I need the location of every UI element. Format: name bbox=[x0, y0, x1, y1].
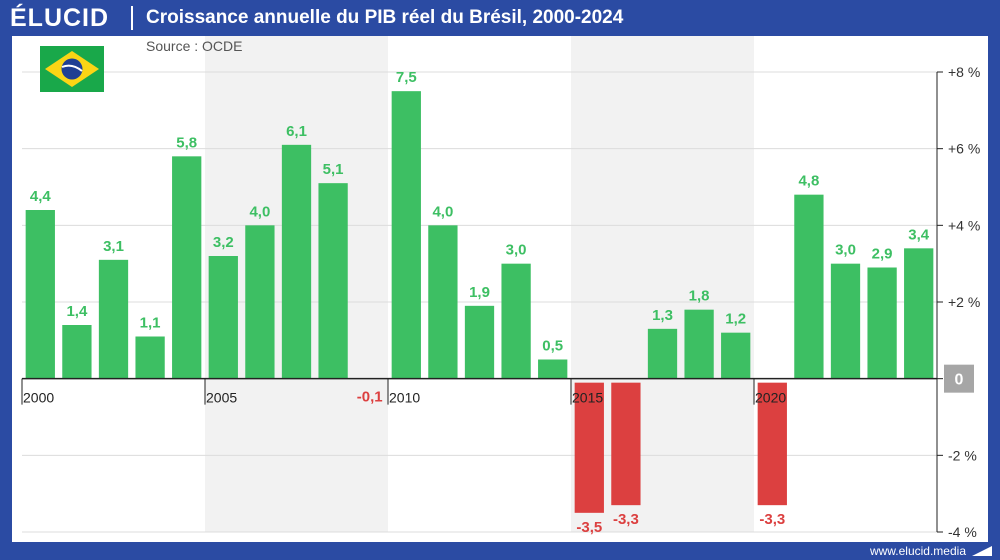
y-tick-label: +6 % bbox=[948, 141, 980, 157]
elucid-mark-icon bbox=[972, 546, 992, 556]
value-label-2013: 3,0 bbox=[506, 242, 527, 259]
elucid-logo: ÉLUCID bbox=[10, 4, 110, 32]
value-label-2008: 5,1 bbox=[323, 161, 344, 178]
bar-2011 bbox=[428, 225, 458, 379]
bar-2006 bbox=[245, 225, 275, 379]
source-note: Source : OCDE bbox=[146, 38, 243, 54]
value-label-2004: 5,8 bbox=[176, 134, 197, 151]
x-tick-label-2005: 2005 bbox=[206, 390, 237, 406]
bar-2002 bbox=[98, 259, 129, 379]
x-axis: 2000 2005 2010 2015 2020 bbox=[21, 377, 937, 406]
footer-site: www.elucid.media bbox=[869, 544, 966, 558]
x-tick-label-2015: 2015 bbox=[572, 390, 603, 406]
value-label-2003: 1,1 bbox=[140, 315, 161, 332]
bar-2017 bbox=[647, 328, 678, 379]
bar-2012 bbox=[464, 305, 495, 379]
bar-2001 bbox=[62, 325, 92, 379]
chart-title: Croissance annuelle du PIB réel du Brési… bbox=[146, 7, 624, 28]
value-label-2015: -3,5 bbox=[576, 519, 602, 536]
bars bbox=[25, 91, 934, 513]
bar-2015 bbox=[574, 382, 604, 513]
bar-2018 bbox=[684, 309, 714, 379]
value-label-2005: 3,2 bbox=[213, 234, 234, 251]
value-label-2001: 1,4 bbox=[66, 303, 88, 320]
value-label-2022: 3,0 bbox=[835, 242, 856, 259]
bar-2010 bbox=[391, 91, 421, 379]
value-label-2019: 1,2 bbox=[725, 311, 746, 328]
bar-2000 bbox=[25, 210, 55, 379]
value-label-2024: 3,4 bbox=[908, 226, 930, 243]
bar-2014 bbox=[538, 359, 568, 379]
bar-2020 bbox=[757, 382, 787, 506]
zero-badge bbox=[944, 364, 974, 393]
y-tick-label: -4 % bbox=[948, 524, 977, 540]
x-tick-label-2000: 2000 bbox=[23, 390, 54, 406]
y-tick-label: +2 % bbox=[948, 294, 980, 310]
value-label-2023: 2,9 bbox=[872, 246, 893, 263]
header-separator bbox=[131, 6, 133, 30]
value-label-2011: 4,0 bbox=[432, 203, 453, 220]
bar-2016 bbox=[611, 382, 641, 506]
value-label-2000: 4,4 bbox=[30, 188, 52, 205]
bar-2004 bbox=[172, 156, 202, 379]
bar-2007 bbox=[281, 144, 312, 379]
value-label-2009: -0,1 bbox=[357, 389, 383, 406]
bar-2019 bbox=[721, 332, 751, 379]
y-tick-label-0: 0 bbox=[955, 372, 964, 389]
bar-2024 bbox=[904, 248, 934, 379]
value-label-2007: 6,1 bbox=[286, 123, 307, 140]
value-label-2014: 0,5 bbox=[542, 338, 563, 355]
value-label-2020: -3,3 bbox=[759, 511, 785, 528]
value-label-2017: 1,3 bbox=[652, 307, 673, 324]
value-label-2010: 7,5 bbox=[396, 69, 417, 86]
x-tick-label-2020: 2020 bbox=[755, 390, 786, 406]
bar-2008 bbox=[318, 183, 348, 379]
value-label-2002: 3,1 bbox=[103, 238, 124, 255]
y-tick-label: -2 % bbox=[948, 447, 977, 463]
value-labels: 4,4 1,4 3,1 1,1 5,8 3,2 4,0 6,1 5,1 -0,1 7,5 4,0 1,9… bbox=[30, 69, 930, 536]
x-tick-label-2010: 2010 bbox=[389, 390, 420, 406]
header: ÉLUCID Croissance annuelle du PIB réel d… bbox=[0, 0, 1000, 36]
y-axis: +8 % +6 % +4 % +2 % 0 -2 % -4 % bbox=[936, 64, 980, 540]
brazil-flag-icon bbox=[40, 46, 104, 92]
bar-2005 bbox=[208, 256, 238, 379]
bar-2003 bbox=[135, 336, 165, 379]
value-label-2006: 4,0 bbox=[249, 203, 270, 220]
value-label-2016: -3,3 bbox=[613, 511, 639, 528]
value-label-2012: 1,9 bbox=[469, 284, 490, 301]
value-label-2018: 1,8 bbox=[689, 288, 710, 305]
bar-2021 bbox=[794, 194, 824, 379]
y-tick-label: +4 % bbox=[948, 217, 980, 233]
bar-2023 bbox=[867, 267, 897, 379]
value-label-2021: 4,8 bbox=[798, 173, 819, 190]
y-tick-label: +8 % bbox=[948, 64, 980, 80]
bar-2022 bbox=[830, 263, 861, 379]
bar-2013 bbox=[501, 263, 531, 379]
